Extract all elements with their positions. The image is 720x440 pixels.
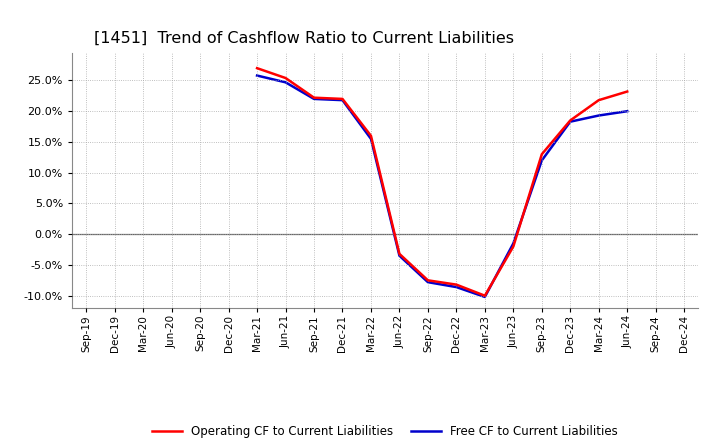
Operating CF to Current Liabilities (595, 98, 603, 103)
Operating CF to Current Liabilities (623, 89, 631, 94)
Operating CF to Current Liabilities (395, 251, 404, 257)
Operating CF to Current Liabilities (537, 152, 546, 157)
Free CF to Current Liabilities (595, 113, 603, 118)
Free CF to Current Liabilities (623, 109, 631, 114)
Text: [1451]  Trend of Cashflow Ratio to Current Liabilities: [1451] Trend of Cashflow Ratio to Curren… (94, 31, 513, 46)
Free CF to Current Liabilities (452, 284, 461, 290)
Operating CF to Current Liabilities (452, 282, 461, 287)
Free CF to Current Liabilities (338, 98, 347, 103)
Operating CF to Current Liabilities (282, 75, 290, 81)
Free CF to Current Liabilities (509, 241, 518, 246)
Legend: Operating CF to Current Liabilities, Free CF to Current Liabilities: Operating CF to Current Liabilities, Fre… (148, 420, 623, 440)
Free CF to Current Liabilities (423, 279, 432, 285)
Free CF to Current Liabilities (253, 73, 261, 78)
Operating CF to Current Liabilities (253, 66, 261, 71)
Operating CF to Current Liabilities (423, 278, 432, 283)
Free CF to Current Liabilities (537, 158, 546, 163)
Line: Operating CF to Current Liabilities: Operating CF to Current Liabilities (257, 68, 627, 296)
Operating CF to Current Liabilities (338, 96, 347, 102)
Line: Free CF to Current Liabilities: Free CF to Current Liabilities (257, 76, 627, 297)
Operating CF to Current Liabilities (566, 118, 575, 123)
Free CF to Current Liabilities (310, 96, 318, 102)
Free CF to Current Liabilities (566, 119, 575, 125)
Free CF to Current Liabilities (282, 80, 290, 85)
Free CF to Current Liabilities (395, 253, 404, 258)
Free CF to Current Liabilities (480, 294, 489, 300)
Operating CF to Current Liabilities (509, 244, 518, 249)
Operating CF to Current Liabilities (310, 95, 318, 100)
Operating CF to Current Liabilities (480, 293, 489, 298)
Operating CF to Current Liabilities (366, 133, 375, 139)
Free CF to Current Liabilities (366, 136, 375, 142)
